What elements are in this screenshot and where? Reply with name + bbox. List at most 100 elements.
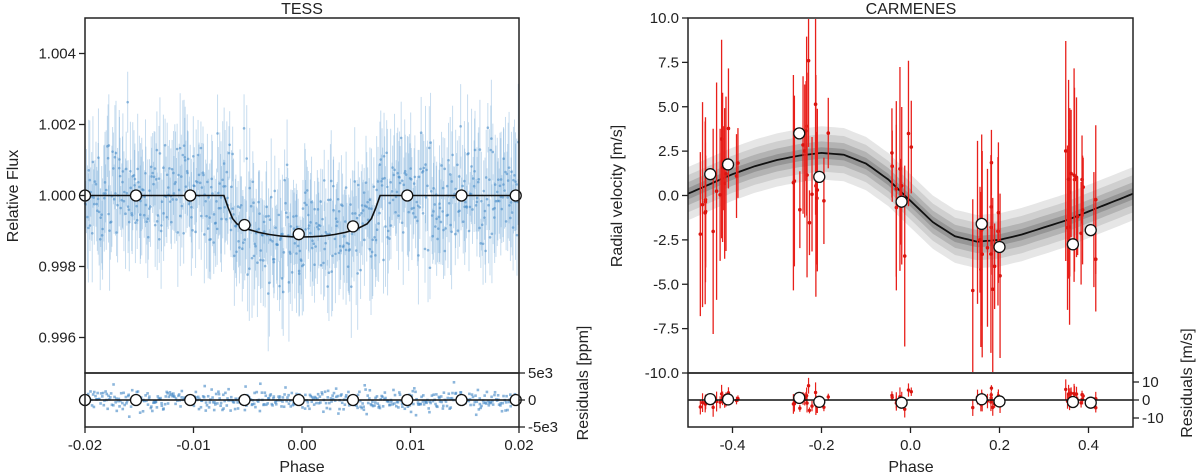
tess-data-point (335, 224, 338, 228)
tess-data-point (306, 213, 310, 217)
tess-data-point (92, 202, 96, 206)
tess-residual-point (325, 406, 329, 410)
tess-residual-point (474, 413, 478, 417)
tess-data-point (403, 169, 407, 173)
tess-data-point (319, 263, 323, 267)
tess-data-point (471, 177, 475, 180)
tess-data-point (272, 260, 276, 264)
tess-data-point (415, 200, 419, 204)
tess-residual-point (390, 400, 393, 404)
tess-data-point (166, 186, 170, 189)
tess-data-point (364, 181, 368, 184)
tess-residual-point (292, 403, 296, 406)
carmenes-residual-point (700, 400, 705, 405)
tess-residual-point (243, 408, 247, 412)
tess-residual-point (335, 395, 338, 399)
tess-data-point (392, 173, 396, 177)
carmenes-model-uncertainty-band (688, 126, 1133, 269)
tess-data-point (115, 231, 118, 234)
tess-data-point (488, 178, 491, 181)
tess-residual-point (343, 403, 347, 407)
tess-data-point (443, 249, 447, 253)
tess-residual-point (442, 404, 445, 408)
carmenes-data-point (807, 220, 812, 225)
tess-residual-point (441, 407, 445, 410)
tess-data-point (363, 238, 366, 242)
carmenes-data-point (806, 58, 811, 63)
tess-residual-binned-point (292, 393, 305, 407)
tess-residual-point (91, 393, 95, 396)
tess-data-point (142, 213, 146, 217)
tess-data-point (386, 185, 389, 189)
tess-data-point (499, 178, 503, 181)
tess-residual-point (323, 390, 327, 394)
tess-residual-point (501, 401, 505, 405)
tess-data-point (425, 168, 428, 172)
carmenes-binned-points (704, 127, 1097, 254)
tess-data-point (510, 170, 513, 174)
tess-data-point (373, 235, 376, 239)
carmenes-residual-point (989, 400, 993, 404)
carmenes-data-point (822, 199, 826, 203)
tess-data-point (258, 212, 261, 215)
tess-data-points (83, 71, 520, 352)
tess-data-point (223, 184, 227, 188)
tess-data-point (267, 214, 270, 218)
tess-data-point (242, 241, 245, 244)
tess-data-point (199, 146, 203, 150)
tess-residual-point (254, 405, 257, 409)
tess-data-point (256, 261, 259, 264)
tess-data-point (441, 186, 445, 190)
tess-data-point (226, 196, 229, 200)
tess-residual-point (278, 397, 281, 401)
tess-data-point (400, 179, 404, 182)
tess-data-point (504, 170, 507, 174)
tess-data-point (231, 207, 235, 210)
tess-residual-point (487, 404, 491, 407)
tess-data-point (437, 215, 441, 219)
tess-residual-point (312, 403, 316, 406)
tess-data-point (138, 213, 142, 217)
tess-data-point (315, 221, 318, 225)
carmenes-data-point (698, 232, 703, 236)
tess-residual-point (109, 392, 113, 395)
tess-data-point (99, 216, 102, 219)
tess-data-point (393, 168, 396, 172)
tess-data-point (500, 207, 504, 211)
tess-data-point (355, 216, 359, 220)
tess-data-point (100, 234, 104, 237)
tess-residual-point (301, 406, 304, 409)
tess-residual-point (236, 407, 240, 410)
tess-data-point (312, 242, 316, 246)
tess-residual-point (274, 402, 278, 406)
tess-data-point (506, 196, 509, 199)
tess-data-point (191, 228, 194, 232)
tess-data-point (152, 182, 155, 186)
tess-data-point (386, 235, 389, 239)
tess-residual-point (167, 395, 171, 399)
tess-data-point (478, 226, 481, 230)
tess-data-point (511, 226, 515, 229)
tess-residual-point (364, 388, 367, 391)
tess-data-point (246, 273, 249, 276)
tess-data-point (451, 153, 454, 157)
carmenes-x-tick-label: -0.2 (809, 437, 835, 454)
carmenes-panel: CARMENES -10.0 -7.5 -5.0 -2.5 0.0 2.5 5.0 7.5 10… (609, 1, 1196, 475)
tess-data-point (440, 164, 443, 167)
tess-data-point (170, 220, 173, 224)
tess-residual-point (336, 394, 340, 398)
tess-residual-point (393, 402, 396, 405)
tess-data-point (389, 180, 392, 184)
tess-data-point (362, 191, 366, 194)
tess-residual-point (264, 394, 268, 398)
tess-data-point (344, 248, 348, 252)
tess-residual-point (416, 401, 420, 404)
tess-residual-point (409, 410, 413, 414)
tess-residual-point (119, 391, 123, 395)
tess-data-point (107, 144, 111, 147)
tess-residual-point (467, 399, 471, 403)
carmenes-residual-point (826, 395, 830, 399)
tess-data-point (279, 236, 282, 240)
carmenes-residual-point (906, 388, 911, 392)
